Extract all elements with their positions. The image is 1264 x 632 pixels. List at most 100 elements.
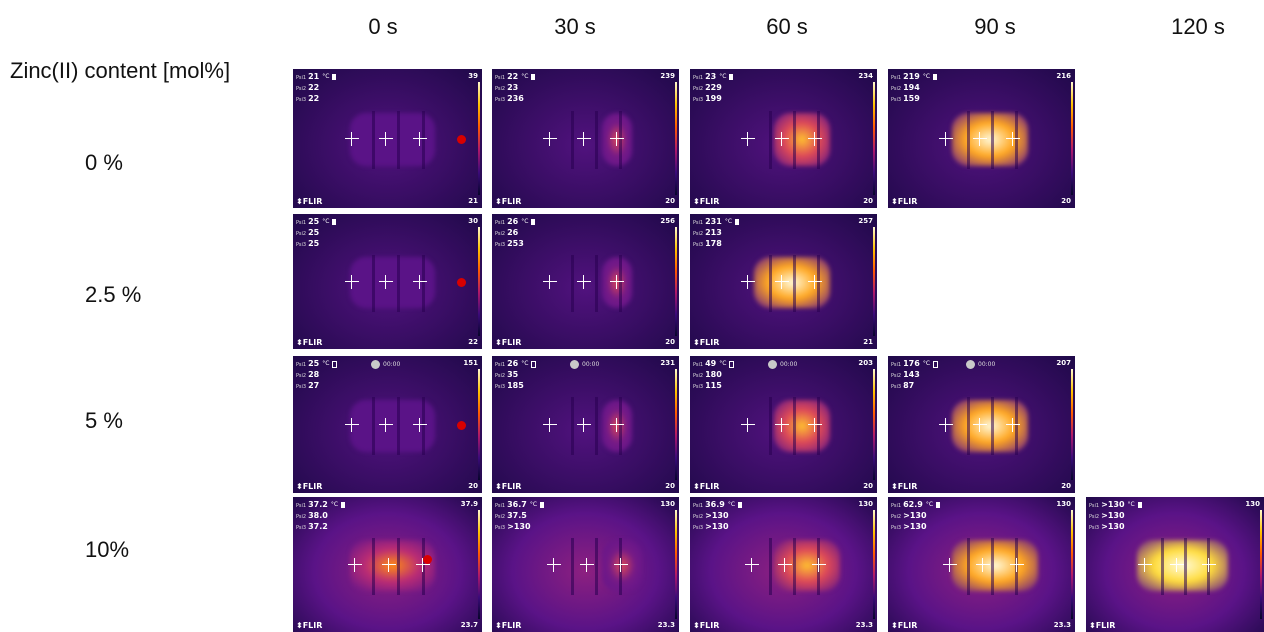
spot-readout-line: Psi3 199 [693, 94, 733, 105]
battery-icon [933, 360, 939, 368]
spot-readout-line: Psi3 37.2 [296, 522, 345, 533]
spot-readout-line: Psi2 25 [296, 228, 336, 239]
sample-segment-divider [793, 538, 796, 595]
thermal-image-tile: Psi1 25 °C Psi2 28 Psi3 27 00:00 151 20 ⬍FLIR [293, 356, 482, 493]
temperature-unit: °C [330, 501, 339, 508]
thermal-image-tile: Psi1 26 °C Psi2 26 Psi3 253 256 20 ⬍FLIR [492, 214, 679, 349]
measurement-crosshair-icon [577, 132, 591, 146]
spot-label: Psi2 [296, 373, 307, 379]
sample-segment-divider [422, 255, 425, 312]
measurement-crosshair-icon [543, 132, 557, 146]
color-scale-bar [1260, 510, 1262, 619]
spot-readout-line: Psi3 >130 [891, 522, 940, 533]
spot-label: Psi3 [296, 242, 307, 248]
spot-label: Psi3 [693, 242, 704, 248]
temperature-unit: °C [922, 360, 931, 367]
spot-readout-line: Psi2 23 [495, 83, 535, 94]
column-header-30s: 30 s [554, 14, 596, 39]
timer-value: 00:00 [582, 361, 600, 368]
scale-min-temperature: 23.7 [460, 621, 478, 629]
measurement-crosshair-icon [379, 275, 393, 289]
spot-readouts: Psi1 36.9 °C Psi2 >130 Psi3 >130 [693, 500, 743, 533]
heated-sample-region [350, 257, 435, 308]
spot-readout-line: Psi1 219 °C [891, 72, 938, 83]
measurement-crosshair-icon [543, 418, 557, 432]
sample-segment-divider [422, 111, 425, 169]
spot-temperature-value: 231 [705, 217, 722, 226]
spot-label: Psi3 [1089, 525, 1100, 531]
record-indicator-icon [966, 360, 975, 369]
spot-readout-line: Psi3 27 [296, 381, 337, 392]
spot-temperature-value: 62.9 [903, 500, 923, 509]
thermal-image-tile: Psi1 26 °C Psi2 35 Psi3 185 00:00 231 20 ⬍FLIR [492, 356, 679, 493]
sample-segment-divider [571, 111, 574, 169]
battery-icon [936, 502, 941, 508]
thermal-image-tile: Psi1 176 °C Psi2 143 Psi3 87 00:00 207 20 ⬍FLIR [888, 356, 1075, 493]
scale-min-temperature: 23.3 [657, 621, 675, 629]
spot-readout-line: Psi2 213 [693, 228, 739, 239]
sample-segment-divider [422, 538, 425, 595]
color-scale-bar [873, 510, 875, 619]
spot-readout-line: Psi1 26 °C [495, 359, 537, 370]
spot-label: Psi1 [693, 75, 704, 81]
spot-temperature-value: 180 [705, 370, 722, 379]
spot-temperature-value: 229 [705, 83, 722, 92]
spot-temperature-value: 213 [705, 228, 722, 237]
spot-temperature-value: 37.2 [308, 500, 328, 509]
spot-label: Psi2 [495, 514, 506, 520]
spot-readout-line: Psi3 22 [296, 94, 336, 105]
spot-label: Psi3 [693, 525, 704, 531]
battery-icon [729, 360, 735, 368]
spot-label: Psi3 [891, 525, 902, 531]
color-scale-bar [873, 227, 875, 336]
sample-segment-divider [372, 255, 375, 312]
thermal-image-tile: Psi1 62.9 °C Psi2 >130 Psi3 >130 130 23.3 ⬍FLIR [888, 497, 1075, 632]
scale-min-temperature: 20 [665, 338, 675, 346]
sample-segment-divider [372, 397, 375, 455]
spot-readout-line: Psi2 35 [495, 370, 536, 381]
heated-sample-region [602, 540, 642, 591]
record-indicator-icon [570, 360, 579, 369]
flir-logo: ⬍FLIR [693, 621, 720, 630]
spot-temperature-value: 178 [705, 239, 722, 248]
sample-segment-divider [991, 538, 994, 595]
measurement-crosshair-icon [1006, 418, 1020, 432]
sample-segment-divider [595, 111, 598, 169]
flir-logo: ⬍FLIR [495, 197, 522, 206]
row-header-5-percent: 5 % [85, 408, 123, 433]
spot-readout-line: Psi1 22 °C [495, 72, 536, 83]
heated-sample-region [952, 540, 1038, 591]
column-header-60s: 60 s [766, 14, 808, 39]
measurement-crosshair-icon [577, 418, 591, 432]
sample-segment-divider [619, 255, 622, 312]
scale-min-temperature: 20 [665, 197, 675, 205]
battery-icon [332, 74, 337, 80]
flir-logo: ⬍FLIR [296, 482, 323, 491]
color-scale-bar [1071, 82, 1073, 195]
spot-readout-line: Psi2 37.5 [495, 511, 544, 522]
spot-label: Psi2 [693, 86, 704, 92]
flir-logo: ⬍FLIR [296, 338, 323, 347]
heated-sample-region [774, 400, 830, 452]
spot-temperature-value: 176 [903, 359, 920, 368]
spot-label: Psi1 [296, 503, 307, 509]
flir-logo: ⬍FLIR [495, 338, 522, 347]
sample-segment-divider [967, 538, 970, 595]
spot-readouts: Psi1 219 °C Psi2 194 Psi3 159 [891, 72, 938, 105]
temperature-unit: °C [529, 501, 538, 508]
spot-temperature-value: 37.5 [507, 511, 527, 520]
spot-label: Psi3 [495, 525, 506, 531]
spot-label: Psi1 [891, 503, 902, 509]
spot-label: Psi3 [891, 97, 902, 103]
scale-max-temperature: 39 [468, 72, 478, 80]
spot-readout-line: Psi2 22 [296, 83, 336, 94]
sample-segment-divider [991, 111, 994, 169]
spot-temperature-value: >130 [903, 522, 927, 531]
heated-sample-region [602, 400, 632, 452]
spot-temperature-value: 49 [705, 359, 717, 368]
measurement-crosshair-icon [614, 558, 628, 572]
scale-min-temperature: 20 [863, 197, 873, 205]
spot-temperature-value: 253 [507, 239, 524, 248]
spot-readout-line: Psi2 >130 [693, 511, 742, 522]
sample-segment-divider [991, 397, 994, 455]
